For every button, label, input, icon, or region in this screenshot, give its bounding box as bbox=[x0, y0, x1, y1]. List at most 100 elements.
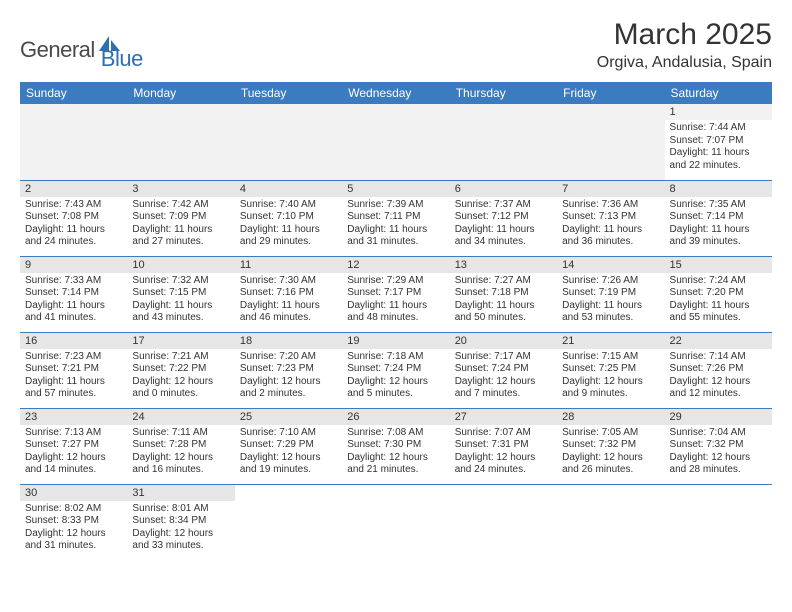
logo-text-blue: Blue bbox=[101, 46, 143, 72]
day-number: 18 bbox=[235, 333, 342, 349]
daylight-text: Daylight: 11 hours and 34 minutes. bbox=[455, 224, 552, 249]
day-details: Sunrise: 7:18 AMSunset: 7:24 PMDaylight:… bbox=[342, 349, 449, 405]
day-details: Sunrise: 7:35 AMSunset: 7:14 PMDaylight:… bbox=[665, 197, 772, 253]
calendar-cell: 22Sunrise: 7:14 AMSunset: 7:26 PMDayligh… bbox=[665, 332, 772, 408]
day-number: 30 bbox=[20, 485, 127, 501]
calendar-cell: 7Sunrise: 7:36 AMSunset: 7:13 PMDaylight… bbox=[557, 180, 664, 256]
day-details: Sunrise: 7:32 AMSunset: 7:15 PMDaylight:… bbox=[127, 273, 234, 329]
sunrise-text: Sunrise: 7:14 AM bbox=[670, 351, 767, 364]
sunrise-text: Sunrise: 7:24 AM bbox=[670, 275, 767, 288]
calendar-cell: 8Sunrise: 7:35 AMSunset: 7:14 PMDaylight… bbox=[665, 180, 772, 256]
sunrise-text: Sunrise: 7:32 AM bbox=[132, 275, 229, 288]
day-number: 28 bbox=[557, 409, 664, 425]
sunset-text: Sunset: 7:21 PM bbox=[25, 363, 122, 376]
calendar-week-row: 1Sunrise: 7:44 AMSunset: 7:07 PMDaylight… bbox=[20, 104, 772, 180]
calendar-cell: 17Sunrise: 7:21 AMSunset: 7:22 PMDayligh… bbox=[127, 332, 234, 408]
sunrise-text: Sunrise: 7:35 AM bbox=[670, 199, 767, 212]
calendar-cell: 14Sunrise: 7:26 AMSunset: 7:19 PMDayligh… bbox=[557, 256, 664, 332]
calendar-cell bbox=[450, 484, 557, 560]
sunset-text: Sunset: 7:28 PM bbox=[132, 439, 229, 452]
sunrise-text: Sunrise: 7:33 AM bbox=[25, 275, 122, 288]
day-number: 17 bbox=[127, 333, 234, 349]
sunrise-text: Sunrise: 7:30 AM bbox=[240, 275, 337, 288]
sunrise-text: Sunrise: 7:13 AM bbox=[25, 427, 122, 440]
sunset-text: Sunset: 7:27 PM bbox=[25, 439, 122, 452]
daylight-text: Daylight: 12 hours and 16 minutes. bbox=[132, 452, 229, 477]
sunset-text: Sunset: 7:07 PM bbox=[670, 135, 767, 148]
calendar-cell bbox=[557, 484, 664, 560]
sunset-text: Sunset: 7:12 PM bbox=[455, 211, 552, 224]
day-details: Sunrise: 7:43 AMSunset: 7:08 PMDaylight:… bbox=[20, 197, 127, 253]
sunset-text: Sunset: 7:18 PM bbox=[455, 287, 552, 300]
calendar-cell: 16Sunrise: 7:23 AMSunset: 7:21 PMDayligh… bbox=[20, 332, 127, 408]
day-details: Sunrise: 7:10 AMSunset: 7:29 PMDaylight:… bbox=[235, 425, 342, 481]
calendar-cell: 18Sunrise: 7:20 AMSunset: 7:23 PMDayligh… bbox=[235, 332, 342, 408]
sunset-text: Sunset: 7:24 PM bbox=[347, 363, 444, 376]
day-number: 23 bbox=[20, 409, 127, 425]
sunrise-text: Sunrise: 7:26 AM bbox=[562, 275, 659, 288]
day-details: Sunrise: 7:21 AMSunset: 7:22 PMDaylight:… bbox=[127, 349, 234, 405]
calendar-cell bbox=[127, 104, 234, 180]
calendar-cell: 13Sunrise: 7:27 AMSunset: 7:18 PMDayligh… bbox=[450, 256, 557, 332]
day-number: 6 bbox=[450, 181, 557, 197]
day-number: 29 bbox=[665, 409, 772, 425]
sunset-text: Sunset: 7:32 PM bbox=[670, 439, 767, 452]
sunrise-text: Sunrise: 7:36 AM bbox=[562, 199, 659, 212]
sunset-text: Sunset: 7:23 PM bbox=[240, 363, 337, 376]
sunrise-text: Sunrise: 7:18 AM bbox=[347, 351, 444, 364]
sunset-text: Sunset: 7:14 PM bbox=[25, 287, 122, 300]
sunrise-text: Sunrise: 7:15 AM bbox=[562, 351, 659, 364]
sunrise-text: Sunrise: 7:44 AM bbox=[670, 122, 767, 135]
day-details: Sunrise: 8:01 AMSunset: 8:34 PMDaylight:… bbox=[127, 501, 234, 557]
sunset-text: Sunset: 7:30 PM bbox=[347, 439, 444, 452]
sunrise-text: Sunrise: 7:27 AM bbox=[455, 275, 552, 288]
day-number: 11 bbox=[235, 257, 342, 273]
calendar-cell: 29Sunrise: 7:04 AMSunset: 7:32 PMDayligh… bbox=[665, 408, 772, 484]
sunrise-text: Sunrise: 7:40 AM bbox=[240, 199, 337, 212]
calendar-cell bbox=[665, 484, 772, 560]
sunset-text: Sunset: 8:33 PM bbox=[25, 515, 122, 528]
calendar-cell: 1Sunrise: 7:44 AMSunset: 7:07 PMDaylight… bbox=[665, 104, 772, 180]
daylight-text: Daylight: 11 hours and 48 minutes. bbox=[347, 300, 444, 325]
day-header: Thursday bbox=[450, 82, 557, 104]
calendar-cell bbox=[235, 104, 342, 180]
calendar-cell bbox=[20, 104, 127, 180]
sunset-text: Sunset: 7:16 PM bbox=[240, 287, 337, 300]
sunset-text: Sunset: 7:14 PM bbox=[670, 211, 767, 224]
day-number: 8 bbox=[665, 181, 772, 197]
day-number: 19 bbox=[342, 333, 449, 349]
calendar-cell: 28Sunrise: 7:05 AMSunset: 7:32 PMDayligh… bbox=[557, 408, 664, 484]
calendar-cell: 21Sunrise: 7:15 AMSunset: 7:25 PMDayligh… bbox=[557, 332, 664, 408]
calendar-cell: 4Sunrise: 7:40 AMSunset: 7:10 PMDaylight… bbox=[235, 180, 342, 256]
daylight-text: Daylight: 12 hours and 14 minutes. bbox=[25, 452, 122, 477]
calendar-cell: 23 Sunrise: 7:13 AMSunset: 7:27 PMDayligh… bbox=[20, 408, 127, 484]
logo-text-dark: General bbox=[20, 37, 95, 63]
day-details: Sunrise: 7:08 AMSunset: 7:30 PMDaylight:… bbox=[342, 425, 449, 481]
sunset-text: Sunset: 7:29 PM bbox=[240, 439, 337, 452]
day-details: Sunrise: 7:39 AMSunset: 7:11 PMDaylight:… bbox=[342, 197, 449, 253]
calendar-cell bbox=[342, 104, 449, 180]
location-text: Orgiva, Andalusia, Spain bbox=[597, 54, 772, 72]
calendar-cell: 19Sunrise: 7:18 AMSunset: 7:24 PMDayligh… bbox=[342, 332, 449, 408]
daylight-text: Daylight: 11 hours and 36 minutes. bbox=[562, 224, 659, 249]
calendar-cell bbox=[342, 484, 449, 560]
day-details: Sunrise: 7:24 AMSunset: 7:20 PMDaylight:… bbox=[665, 273, 772, 329]
calendar-cell: 10Sunrise: 7:32 AMSunset: 7:15 PMDayligh… bbox=[127, 256, 234, 332]
day-details: Sunrise: 7:26 AMSunset: 7:19 PMDaylight:… bbox=[557, 273, 664, 329]
calendar-body: 1 Sunrise: 7:44 AMSunset: 7:07 PM Daylight… bbox=[20, 104, 772, 560]
day-number: 14 bbox=[557, 257, 664, 273]
calendar-cell bbox=[557, 104, 664, 180]
calendar-cell: 9Sunrise: 7:33 AMSunset: 7:14 PMDaylight… bbox=[20, 256, 127, 332]
month-title: March 2025 bbox=[597, 18, 772, 52]
day-number: 7 bbox=[557, 181, 664, 197]
day-header-row: Sunday Monday Tuesday Wednesday Thursday… bbox=[20, 82, 772, 104]
sunrise-text: Sunrise: 8:01 AM bbox=[132, 503, 229, 516]
day-number: 13 bbox=[450, 257, 557, 273]
day-number: 4 bbox=[235, 181, 342, 197]
day-header: Tuesday bbox=[235, 82, 342, 104]
calendar-cell: 11Sunrise: 7:30 AMSunset: 7:16 PMDayligh… bbox=[235, 256, 342, 332]
day-details: Sunrise: 7:33 AMSunset: 7:14 PMDaylight:… bbox=[20, 273, 127, 329]
daylight-text: Daylight: 12 hours and 31 minutes. bbox=[25, 528, 122, 553]
sunset-text: Sunset: 7:20 PM bbox=[670, 287, 767, 300]
day-number: 1 bbox=[665, 104, 772, 120]
